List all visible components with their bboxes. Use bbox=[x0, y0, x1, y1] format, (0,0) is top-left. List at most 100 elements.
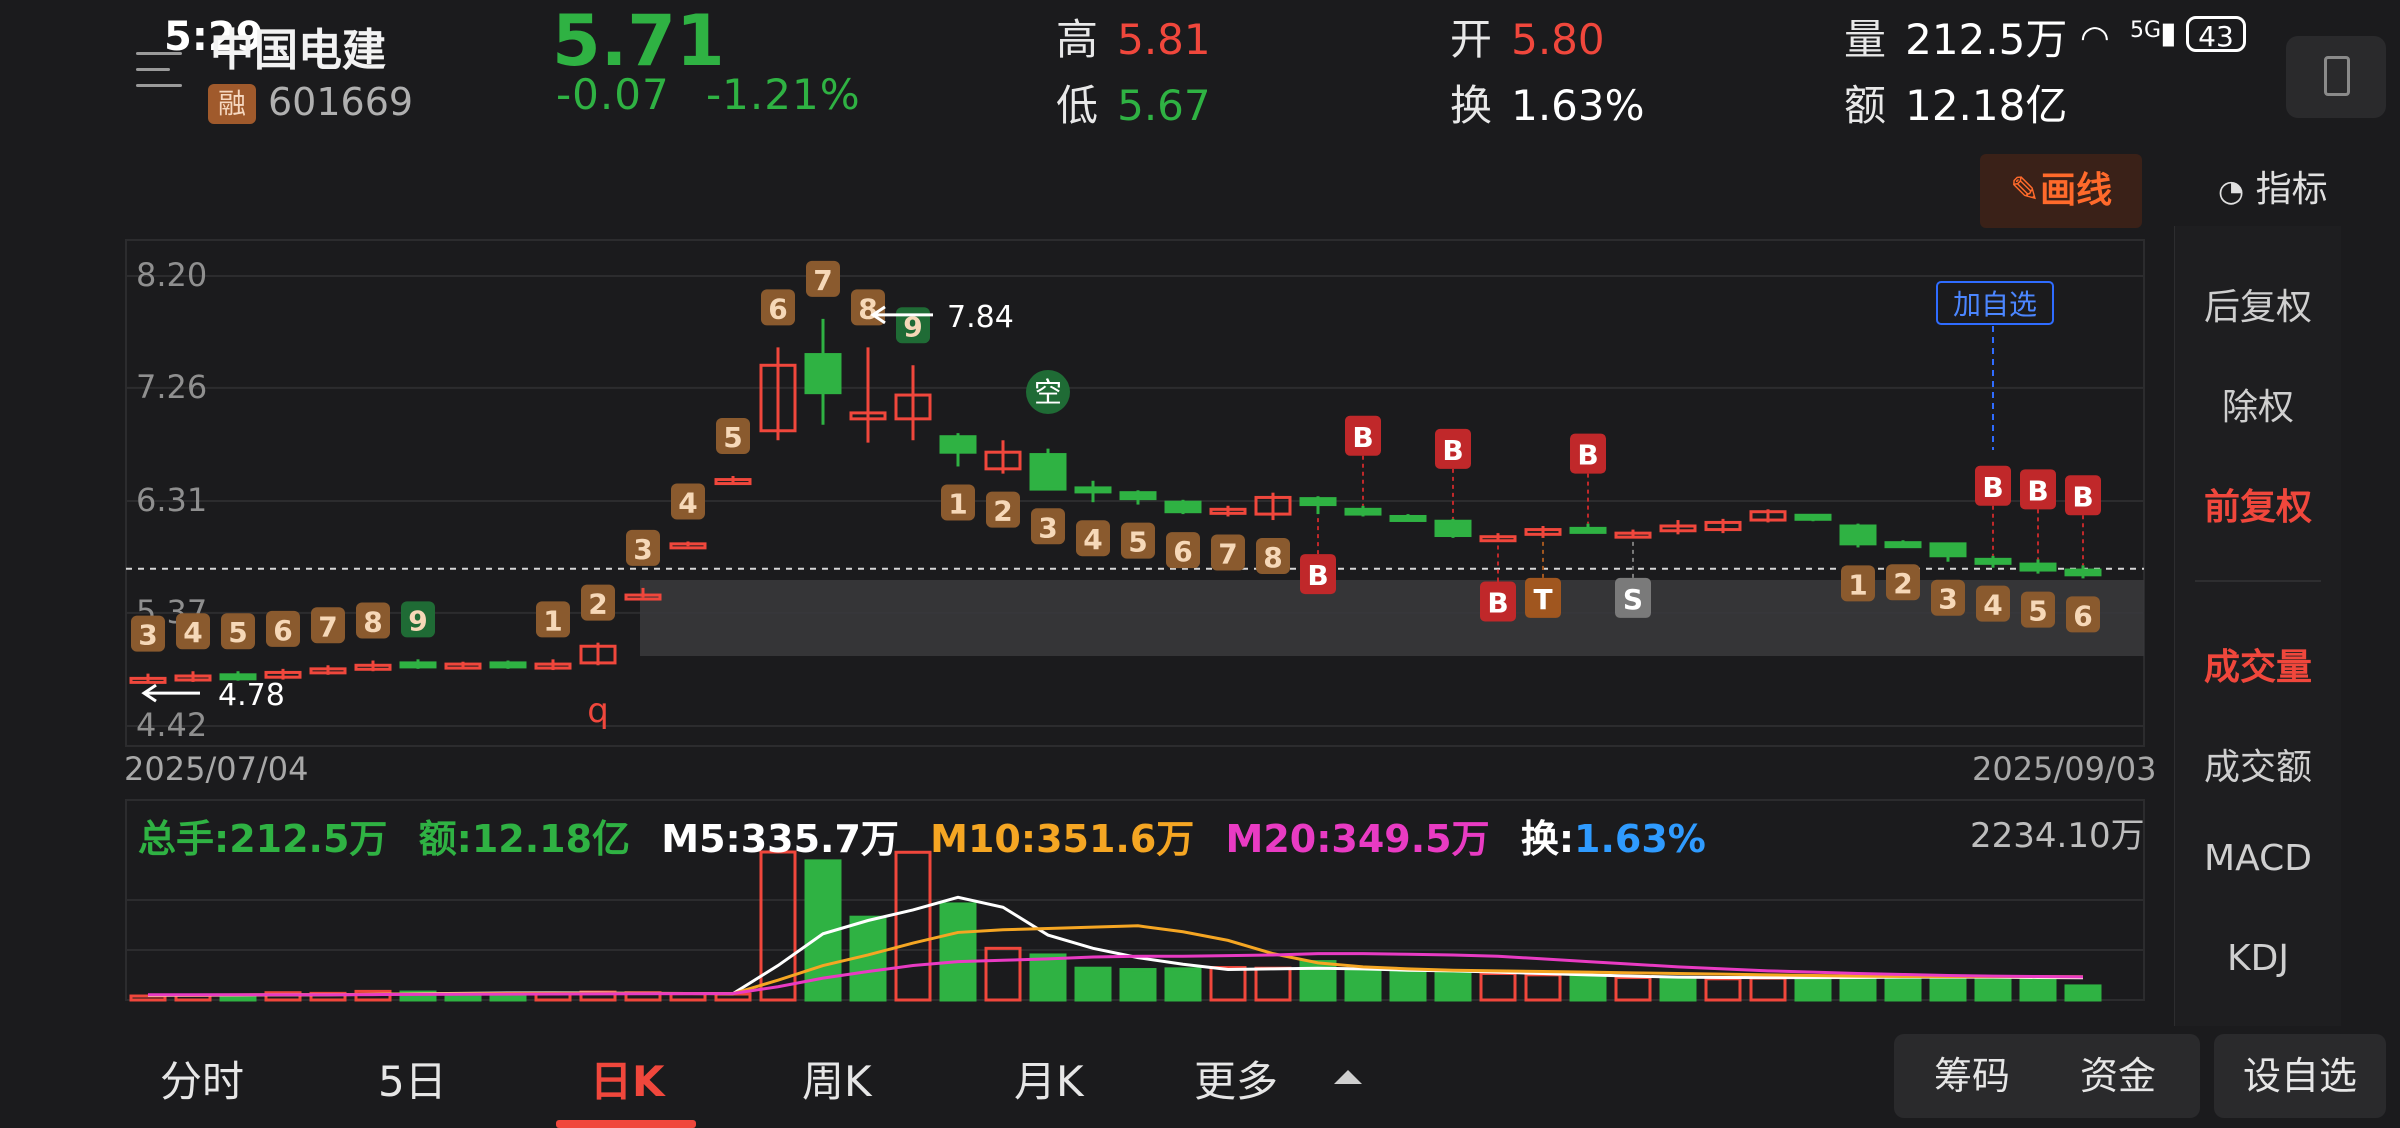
volume-stat: 量 212.5万 bbox=[1844, 6, 2067, 67]
volume-bar bbox=[1704, 977, 1742, 1002]
count-tag-box bbox=[356, 602, 390, 639]
indicator-label: 指标 bbox=[2255, 169, 2328, 210]
y-tick-labels: 8.207.266.315.374.42 bbox=[136, 256, 207, 744]
chips-button[interactable]: 筹码 bbox=[1934, 1054, 2011, 1098]
legend-m5: M5:335.7万 bbox=[661, 817, 899, 861]
volume-legend: 总手:212.5万 额:12.18亿 M5:335.7万 M10:351.6万 … bbox=[138, 808, 1724, 863]
count-tag-label: 2 bbox=[993, 495, 1012, 528]
side-item-volume[interactable]: 成交量 bbox=[2203, 647, 2312, 688]
signal-label: B bbox=[1982, 471, 2003, 504]
count-tag-box bbox=[716, 418, 750, 454]
volume-max-label: 2234.10万 bbox=[1970, 816, 2145, 856]
tab-monthly-k[interactable]: 月K bbox=[1014, 1057, 1084, 1106]
candle-down bbox=[1794, 513, 1832, 521]
window-mode-button[interactable] bbox=[2286, 36, 2386, 118]
count-tag-label: 2 bbox=[588, 588, 607, 621]
volume-bar bbox=[894, 850, 932, 1002]
count-tag-box bbox=[1076, 520, 1110, 557]
count-tag-label: 4 bbox=[678, 486, 697, 519]
count-tag-label: 8 bbox=[858, 292, 877, 325]
legend-m20: M20:349.5万 bbox=[1225, 817, 1490, 861]
add-watch-tag-label: 加自选 bbox=[1953, 288, 2037, 321]
count-tag-box bbox=[986, 491, 1020, 528]
candle-down bbox=[2064, 568, 2102, 577]
chips-funds-group: 筹码 资金 bbox=[1894, 1034, 2200, 1118]
signal-label: T bbox=[1533, 583, 1552, 616]
count-tag: 2 bbox=[986, 491, 1020, 528]
add-watchlist-button[interactable]: 设自选 bbox=[2214, 1034, 2386, 1118]
x-end-date: 2025/09/03 bbox=[1972, 750, 2157, 788]
side-item-amount[interactable]: 成交额 bbox=[2203, 747, 2312, 788]
open-label: 开 bbox=[1450, 15, 1493, 64]
count-tag: 2 bbox=[1886, 564, 1920, 601]
count-tag-label: 5 bbox=[1128, 526, 1147, 559]
caret-up-icon[interactable] bbox=[1334, 1070, 1362, 1084]
count-tag-label: 4 bbox=[1983, 589, 2002, 622]
count-tag-label: 5 bbox=[2028, 595, 2047, 628]
menu-icon[interactable] bbox=[136, 46, 184, 90]
count-tag-box bbox=[2066, 596, 2100, 633]
funds-button[interactable]: 资金 bbox=[2080, 1054, 2157, 1098]
tab-weekly-k[interactable]: 周K bbox=[802, 1057, 872, 1106]
volume-bar bbox=[1119, 968, 1157, 1002]
amount-stat: 额 12.18亿 bbox=[1844, 72, 2067, 133]
side-item-forward-adjust[interactable]: 前复权 bbox=[2203, 487, 2312, 528]
count-tag: 5 bbox=[2021, 591, 2055, 628]
volume-label: 量 bbox=[1844, 15, 1887, 64]
candle-down bbox=[1434, 519, 1472, 538]
candle-down bbox=[1344, 507, 1382, 516]
count-tag: 7 bbox=[1211, 534, 1245, 571]
count-tag: 3 bbox=[1931, 579, 1965, 616]
turnover-stat: 换 1.63% bbox=[1450, 72, 1645, 133]
tab-5day[interactable]: 5日 bbox=[378, 1057, 447, 1106]
tab-intraday[interactable]: 分时 bbox=[160, 1057, 245, 1106]
candle-down bbox=[1389, 514, 1427, 522]
signal-icon: ▮ bbox=[2160, 16, 2177, 51]
signal-badge bbox=[1525, 577, 1561, 618]
signal-badge bbox=[2065, 475, 2101, 516]
signal-badge bbox=[1615, 577, 1651, 618]
side-item-kdj[interactable]: KDJ bbox=[2227, 938, 2289, 979]
add-watch-tag bbox=[1936, 281, 2054, 325]
count-tag-box bbox=[941, 484, 975, 521]
candle-up bbox=[1749, 510, 1787, 522]
count-tag: 6 bbox=[2066, 596, 2100, 633]
side-item-macd[interactable]: MACD bbox=[2204, 838, 2312, 879]
volume-bar bbox=[1614, 975, 1652, 1002]
network-type: 5G bbox=[2130, 18, 2162, 43]
volume-bar bbox=[1524, 973, 1562, 1002]
signal-label: B bbox=[1487, 586, 1508, 619]
tab-more[interactable]: 更多 bbox=[1194, 1057, 1279, 1106]
count-tag: 5 bbox=[221, 613, 255, 650]
count-tag: 4 bbox=[176, 613, 210, 650]
side-item-back-adjust[interactable]: 后复权 bbox=[2203, 287, 2312, 328]
count-tag-label: 7 bbox=[318, 610, 337, 643]
ma20-line bbox=[148, 952, 2084, 997]
candle-down bbox=[1974, 557, 2012, 565]
period-tabs: 分时 5日 日K 周K 月K 更多 筹码 资金 设自选 bbox=[0, 1030, 2400, 1128]
count-tag-box bbox=[806, 260, 840, 297]
candle-up bbox=[1614, 531, 1652, 539]
candle-down bbox=[1839, 524, 1877, 546]
stock-code: 601669 bbox=[268, 80, 414, 124]
candle-up bbox=[849, 411, 887, 421]
tab-daily-k[interactable]: 日K bbox=[590, 1057, 665, 1106]
candle-up bbox=[669, 542, 707, 550]
count-tag-box bbox=[1031, 508, 1065, 545]
count-tag-box bbox=[761, 289, 795, 326]
indicator-button[interactable]: ◔ 指标 bbox=[2218, 160, 2328, 212]
count-tag: 6 bbox=[761, 289, 795, 326]
draw-line-button[interactable]: ✎画线 bbox=[1980, 154, 2142, 228]
count-tag-label: 2 bbox=[1893, 567, 1912, 600]
volume-bars bbox=[129, 850, 2102, 1002]
count-tag: 9 bbox=[896, 307, 930, 344]
count-tag-label: 1 bbox=[1848, 568, 1867, 601]
count-tag-label: 1 bbox=[543, 604, 562, 637]
count-tag-label: 8 bbox=[1263, 541, 1282, 574]
candle-up bbox=[984, 450, 1022, 471]
candle-up bbox=[714, 478, 752, 486]
active-tab-indicator bbox=[556, 1120, 696, 1128]
candles bbox=[126, 318, 2144, 684]
side-item-ex-rights[interactable]: 除权 bbox=[2221, 387, 2294, 428]
